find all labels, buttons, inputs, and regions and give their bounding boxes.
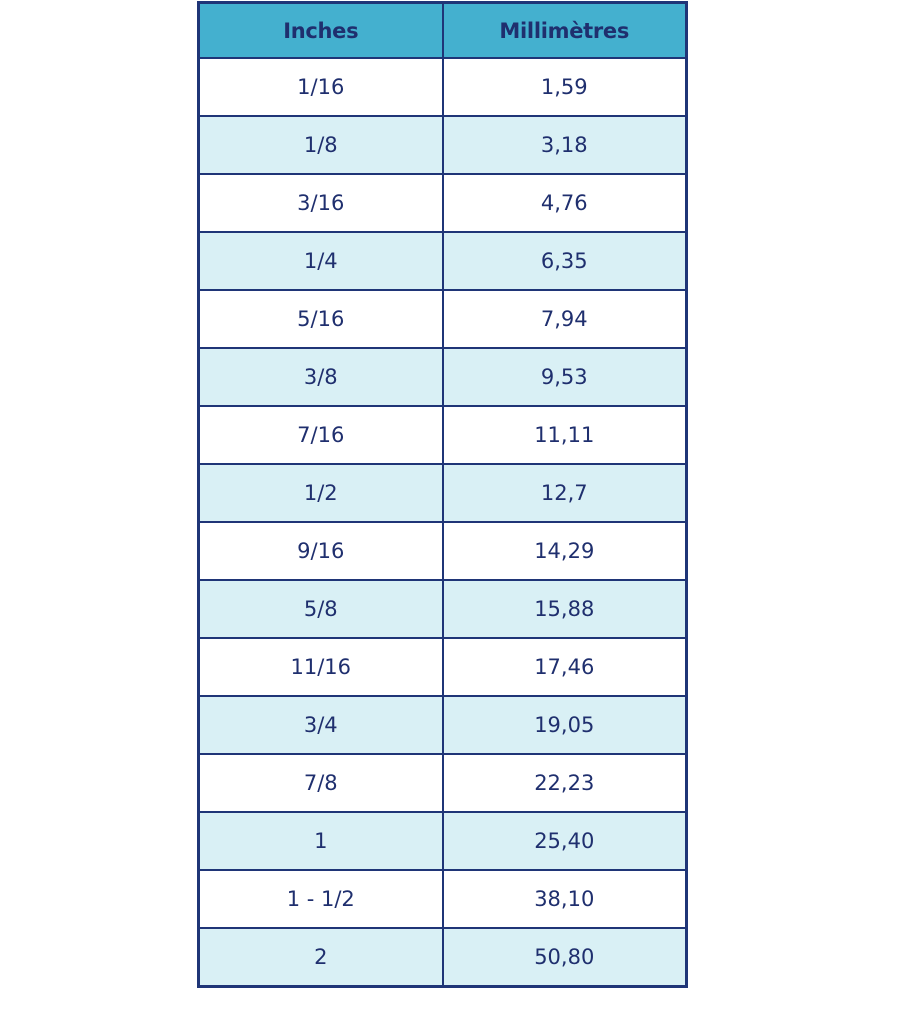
millimetres-cell: 1,59 (441, 57, 688, 117)
table-row: 3/8 9,53 (197, 347, 688, 407)
table-row: 1 25,40 (197, 811, 688, 871)
millimetres-cell: 7,94 (441, 289, 688, 349)
inches-cell: 1/16 (197, 57, 444, 117)
inches-cell: 3/16 (197, 173, 444, 233)
table-row: 1/4 6,35 (197, 231, 688, 291)
inches-cell: 7/8 (197, 753, 444, 813)
table-row: 1 - 1/2 38,10 (197, 869, 688, 929)
inches-cell: 1 (197, 811, 444, 871)
millimetres-cell: 9,53 (441, 347, 688, 407)
header-row: Inches Millimètres (197, 1, 688, 59)
inches-cell: 1/8 (197, 115, 444, 175)
inches-cell: 2 (197, 927, 444, 988)
inches-cell: 3/8 (197, 347, 444, 407)
millimetres-cell: 38,10 (441, 869, 688, 929)
millimetres-cell: 12,7 (441, 463, 688, 523)
table-row: 5/16 7,94 (197, 289, 688, 349)
inches-cell: 1/2 (197, 463, 444, 523)
millimetres-cell: 50,80 (441, 927, 688, 988)
inches-cell: 1 - 1/2 (197, 869, 444, 929)
table-row: 11/16 17,46 (197, 637, 688, 697)
table-row: 2 50,80 (197, 927, 688, 988)
millimetres-cell: 17,46 (441, 637, 688, 697)
header-millimetres: Millimètres (441, 1, 688, 59)
inches-cell: 5/16 (197, 289, 444, 349)
millimetres-cell: 22,23 (441, 753, 688, 813)
millimetres-cell: 11,11 (441, 405, 688, 465)
millimetres-cell: 3,18 (441, 115, 688, 175)
conversion-table: Inches Millimètres 1/16 1,59 1/8 3,18 3/16 4,… (197, 1, 688, 988)
inches-cell: 9/16 (197, 521, 444, 581)
table-row: 9/16 14,29 (197, 521, 688, 581)
millimetres-cell: 19,05 (441, 695, 688, 755)
table-row: 1/8 3,18 (197, 115, 688, 175)
table-row: 3/4 19,05 (197, 695, 688, 755)
inches-cell: 1/4 (197, 231, 444, 291)
table-row: 3/16 4,76 (197, 173, 688, 233)
millimetres-cell: 4,76 (441, 173, 688, 233)
inches-cell: 3/4 (197, 695, 444, 755)
inches-cell: 5/8 (197, 579, 444, 639)
header-inches: Inches (197, 1, 444, 59)
table-row: 5/8 15,88 (197, 579, 688, 639)
table-row: 1/16 1,59 (197, 57, 688, 117)
inches-cell: 7/16 (197, 405, 444, 465)
table-row: 7/16 11,11 (197, 405, 688, 465)
millimetres-cell: 6,35 (441, 231, 688, 291)
table-row: 7/8 22,23 (197, 753, 688, 813)
inches-cell: 11/16 (197, 637, 444, 697)
millimetres-cell: 25,40 (441, 811, 688, 871)
table-row: 1/2 12,7 (197, 463, 688, 523)
millimetres-cell: 15,88 (441, 579, 688, 639)
millimetres-cell: 14,29 (441, 521, 688, 581)
